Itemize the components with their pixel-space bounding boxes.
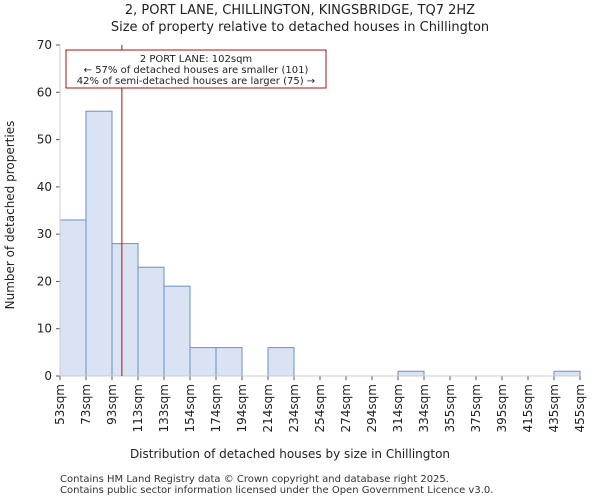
x-tick-label: 154sqm: [183, 384, 197, 432]
x-tick-label: 53sqm: [53, 384, 67, 425]
annotation-box: [65, 49, 327, 89]
x-tick-label: 234sqm: [287, 384, 301, 432]
histogram-bar: [163, 285, 191, 377]
x-tick-label: 133sqm: [157, 384, 171, 432]
histogram-bar: [85, 110, 113, 377]
histogram-bar: [137, 266, 165, 377]
histogram-bar: [267, 347, 295, 377]
y-tick-label: 30: [37, 227, 52, 241]
footer-licence: Contains public sector information licen…: [60, 485, 494, 496]
annotation-title: 2 PORT LANE: 102sqm: [140, 54, 252, 65]
x-tick-label: 294sqm: [365, 384, 379, 432]
y-tick-label: 0: [44, 369, 52, 383]
x-tick-label: 254sqm: [313, 384, 327, 432]
histogram-bar: [553, 370, 581, 377]
y-axis-label: Number of detached properties: [3, 121, 17, 310]
chart-subtitle: Size of property relative to detached ho…: [110, 20, 490, 35]
x-tick-label: 395sqm: [495, 384, 509, 432]
x-tick-label: 113sqm: [131, 384, 145, 432]
x-tick-label: 334sqm: [417, 384, 431, 432]
x-tick-label: 174sqm: [209, 384, 223, 432]
x-tick-label: 73sqm: [79, 384, 93, 425]
x-tick-label: 415sqm: [521, 384, 535, 432]
x-tick-label: 355sqm: [443, 384, 457, 432]
histogram-bar: [397, 370, 425, 377]
y-tick-label: 40: [37, 180, 52, 194]
annotation-larger: 42% of semi-detached houses are larger (…: [77, 76, 315, 87]
x-tick-label: 314sqm: [391, 384, 405, 432]
x-tick-label: 375sqm: [469, 384, 483, 432]
x-tick-label: 455sqm: [573, 384, 587, 432]
y-tick-label: 10: [37, 322, 52, 336]
histogram-bar: [189, 347, 217, 377]
y-tick-label: 70: [37, 38, 52, 52]
histogram-bar: [215, 347, 243, 377]
footer-copyright: Contains HM Land Registry data © Crown c…: [60, 474, 449, 485]
x-tick-label: 435sqm: [547, 384, 561, 432]
y-tick-label: 50: [37, 133, 52, 147]
x-axis-label: Distribution of detached houses by size …: [130, 447, 450, 461]
annotation-smaller: ← 57% of detached houses are smaller (10…: [84, 65, 309, 76]
histogram-bar: [111, 243, 139, 377]
y-tick-label: 20: [37, 274, 52, 288]
y-tick-label: 60: [37, 85, 52, 99]
x-tick-label: 93sqm: [105, 384, 119, 425]
property-annotation: 2 PORT LANE: 102sqm ← 57% of detached ho…: [65, 49, 327, 89]
histogram-bar: [59, 219, 87, 377]
chart-title: 2, PORT LANE, CHILLINGTON, KINGSBRIDGE, …: [124, 3, 476, 18]
x-tick-label: 194sqm: [235, 384, 249, 432]
x-tick-label: 274sqm: [339, 384, 353, 432]
x-tick-label: 214sqm: [261, 384, 275, 432]
